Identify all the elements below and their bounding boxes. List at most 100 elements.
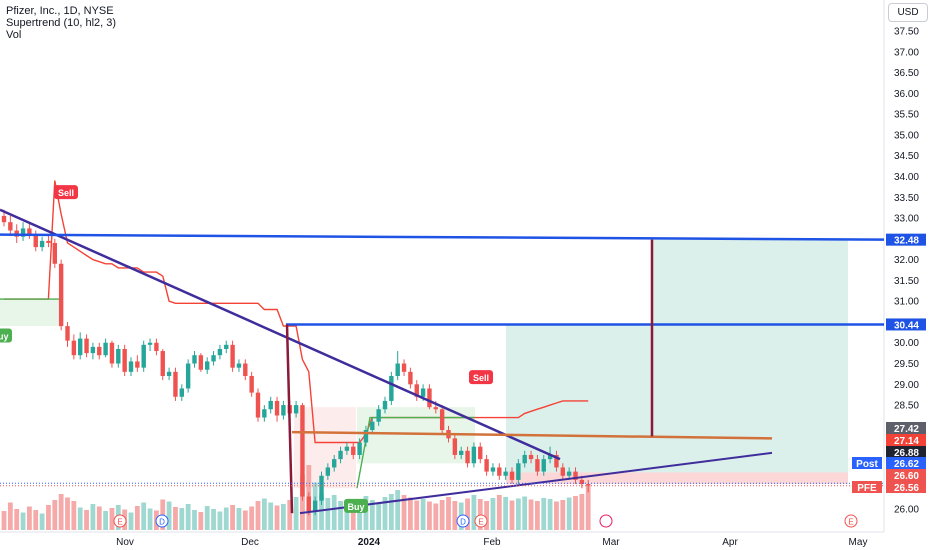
volume-bar xyxy=(414,500,420,530)
price-tag-value: 26.88 xyxy=(894,448,919,459)
volume-bar xyxy=(395,490,401,530)
candle-body xyxy=(103,342,108,356)
candle-body xyxy=(224,344,229,349)
price-tag-value: 27.42 xyxy=(894,424,919,435)
candle-body xyxy=(535,459,540,472)
volume-bar xyxy=(547,499,553,530)
event-marker-text: E xyxy=(478,518,483,527)
volume-bar xyxy=(331,495,337,530)
supertrend-fill-up xyxy=(0,299,62,327)
volume-bar xyxy=(566,497,572,530)
event-marker-text: E xyxy=(848,518,853,527)
candle-body xyxy=(128,361,134,372)
price-tag-value: 26.56 xyxy=(894,483,919,494)
y-tick-label: 37.00 xyxy=(894,47,919,58)
candle-body xyxy=(420,388,426,397)
candle-body xyxy=(516,463,521,480)
candle-body xyxy=(547,454,553,460)
y-tick-label: 31.50 xyxy=(894,276,919,287)
volume-bar xyxy=(58,494,64,530)
target-zone-left xyxy=(506,324,652,473)
candle-body xyxy=(376,409,381,422)
volume-bar xyxy=(46,505,51,530)
volume-bar xyxy=(141,502,147,530)
volume-bar xyxy=(452,501,458,530)
volume-bar xyxy=(535,501,540,530)
volume-bar xyxy=(465,498,470,530)
price-tag-bg xyxy=(886,233,926,246)
volume-bar xyxy=(134,506,140,530)
volume-bar xyxy=(147,508,153,530)
candle-body xyxy=(528,454,534,460)
volume-bar xyxy=(261,498,267,530)
candle-body xyxy=(160,351,165,376)
y-tick-label: 34.50 xyxy=(894,151,919,162)
candle-body xyxy=(90,346,96,354)
price-tag-label: Post xyxy=(856,459,878,470)
candle-body xyxy=(141,344,146,368)
candle-body xyxy=(249,375,254,393)
x-tick-label: Apr xyxy=(722,537,738,548)
volume-bar xyxy=(96,506,102,530)
candle-body xyxy=(433,407,438,410)
price-tag-bg xyxy=(886,434,926,446)
event-marker-text: D xyxy=(460,518,466,527)
candle-body xyxy=(541,459,546,472)
candle-body xyxy=(509,471,515,480)
x-tick-label: May xyxy=(849,537,868,548)
price-tag: 26.88 xyxy=(886,446,926,459)
volume-bar xyxy=(128,512,134,530)
y-tick-label: 33.50 xyxy=(894,193,919,204)
candle-body xyxy=(78,338,83,356)
volume-bar xyxy=(350,499,356,530)
currency-button[interactable]: USD xyxy=(888,3,928,22)
candle-body xyxy=(211,355,216,362)
volume-bar xyxy=(242,510,248,530)
volume-bar xyxy=(477,499,483,530)
volume-bar xyxy=(249,506,255,530)
candle-body xyxy=(395,363,400,376)
volume-bar xyxy=(357,502,362,530)
volume-bar xyxy=(217,511,223,530)
x-tick-label: Feb xyxy=(483,537,501,548)
volume-bar xyxy=(420,499,426,530)
candle-body xyxy=(281,405,286,416)
candle-body xyxy=(135,361,140,368)
pivot-line xyxy=(291,430,773,440)
sell-signal: Sell xyxy=(469,370,493,385)
buy-signal-text: Buy xyxy=(347,502,364,512)
sell-signal: Sell xyxy=(54,185,78,200)
volume-bar xyxy=(388,494,394,530)
legend-volume: Vol xyxy=(6,29,22,41)
supertrend-line xyxy=(4,180,589,444)
candle-body xyxy=(554,454,559,468)
price-tag-bg xyxy=(886,422,926,434)
candle-body xyxy=(154,342,159,352)
ascending-trendline xyxy=(299,451,773,515)
candle-body xyxy=(363,430,369,443)
price-tag-bg xyxy=(886,481,926,493)
price-tag-value: 32.48 xyxy=(894,236,919,247)
volume-bar xyxy=(39,513,45,530)
volume-bar xyxy=(573,496,578,530)
volume-bar xyxy=(515,498,521,530)
candle-body xyxy=(8,222,13,231)
volume-bar xyxy=(484,501,489,530)
candle-body xyxy=(255,392,261,418)
sell-signal-text: Sell xyxy=(473,373,489,383)
volume-bar xyxy=(503,497,509,530)
y-tick-label: 32.00 xyxy=(894,255,919,266)
volume-bar xyxy=(223,507,229,530)
event-marker-text: D xyxy=(159,518,165,527)
volume-bar xyxy=(369,500,375,530)
candle-body xyxy=(97,346,102,356)
candle-body xyxy=(332,459,337,468)
price-tag: 30.44 xyxy=(886,318,926,331)
legend-supertrend: Supertrend (10, hl2, 3) xyxy=(6,17,117,29)
event-marker xyxy=(474,514,488,528)
candle-body xyxy=(370,421,375,431)
candle-body xyxy=(338,450,343,460)
candle-body xyxy=(357,442,362,455)
volume-bar xyxy=(541,498,547,530)
